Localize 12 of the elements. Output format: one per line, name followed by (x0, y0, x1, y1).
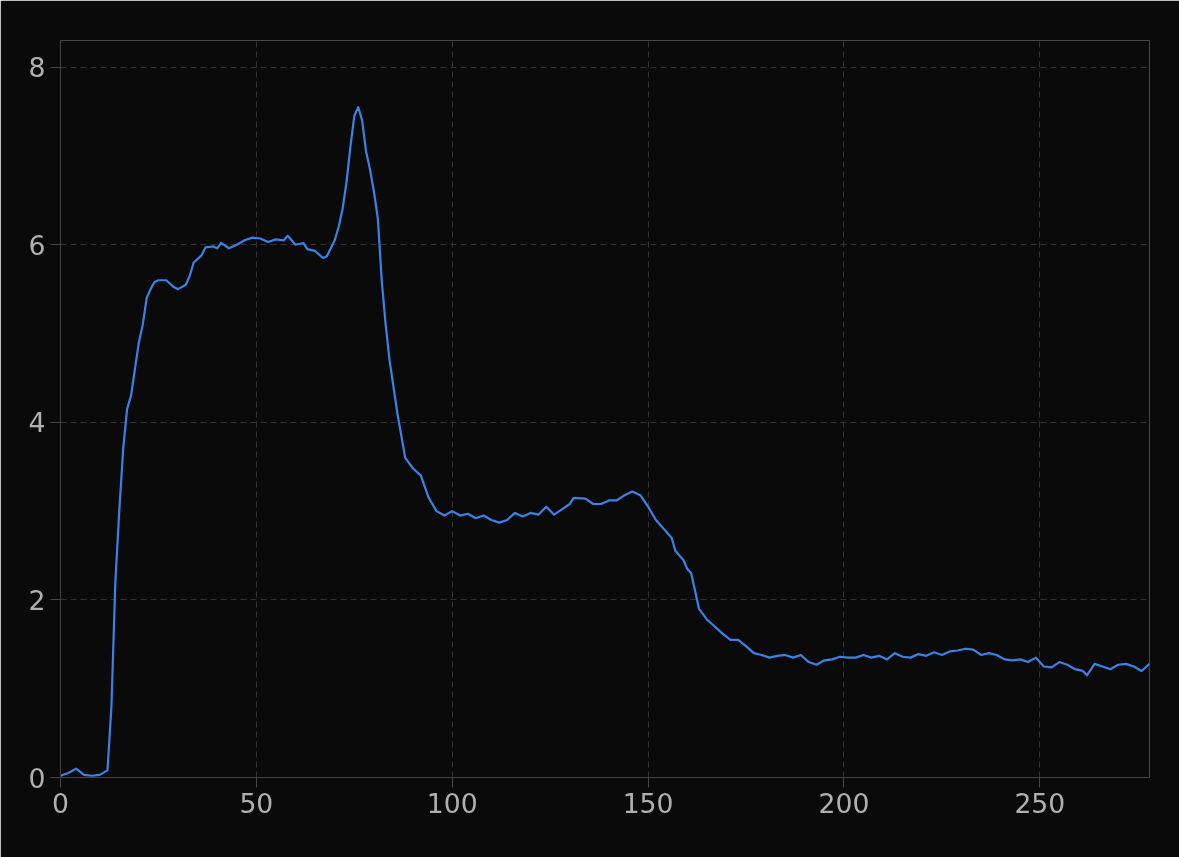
x-tick-label: 250 (1014, 787, 1066, 819)
y-tick-label: 6 (28, 229, 46, 261)
x-tick-label: 0 (52, 787, 69, 819)
x-tick-label: 50 (239, 787, 274, 819)
x-tick-label: 200 (818, 787, 870, 819)
x-tick-label: 150 (622, 787, 674, 819)
y-tick-label: 2 (28, 584, 46, 616)
x-tick-label: 100 (426, 787, 478, 819)
y-tick-label: 8 (28, 52, 46, 84)
y-tick-label: 0 (28, 762, 46, 794)
y-tick-label: 4 (28, 407, 46, 439)
line-series (60, 106, 1150, 777)
